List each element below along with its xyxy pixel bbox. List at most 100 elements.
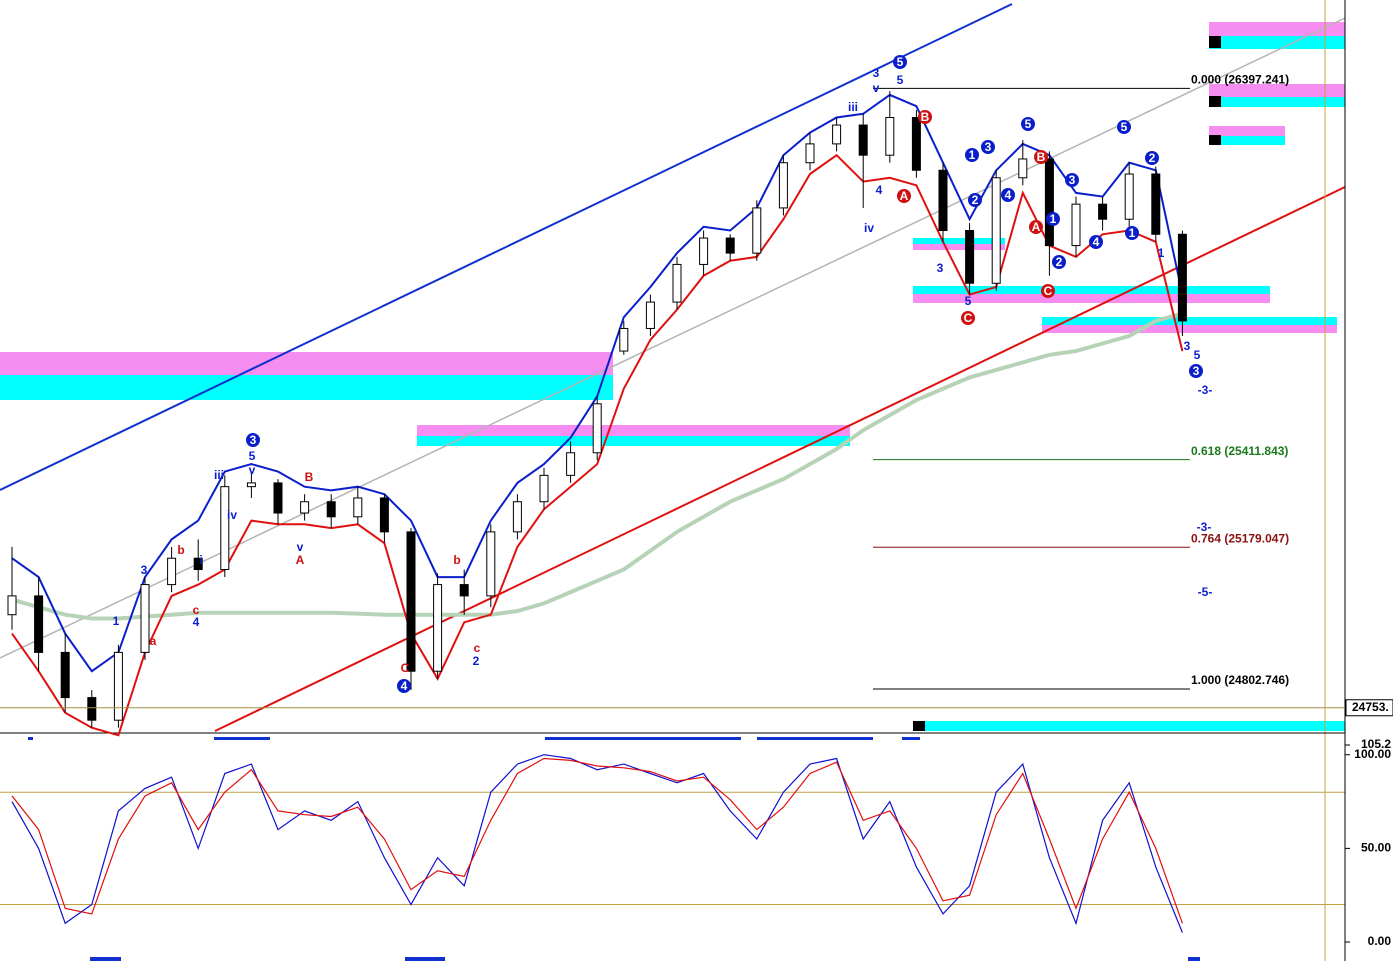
candle-body [566,452,576,476]
candle-body [7,595,17,616]
wave-label: C [1044,284,1053,298]
wave-label: b [177,543,184,557]
wave-label: b [453,553,460,567]
wave-label: B [305,470,314,484]
wave-label: 2 [473,654,480,668]
candle-body [645,301,655,329]
candle-body [619,327,629,352]
wave-label: iv [864,221,874,235]
candle-body [1018,158,1028,179]
wave-label: -3- [1198,383,1213,397]
wave-label: c [193,603,200,617]
wave-label: 3 [1193,364,1200,378]
candle-body [1098,203,1108,220]
zone [0,352,613,375]
wave-label: C [401,661,410,675]
y-tick-label: 105.2 [1361,737,1391,751]
zone [1209,136,1285,145]
candle-body [406,531,416,672]
stochastic-line [11,757,1183,924]
wave-label: i [199,553,202,567]
zone [417,436,850,446]
wave-label: 1 [1158,246,1165,260]
candle-body [592,403,602,454]
zone [913,721,1345,731]
time-marker [28,737,33,740]
zone [417,425,850,436]
candle-body [220,486,230,571]
price-marker-box [1345,699,1393,717]
candle-body [326,501,336,518]
zone [913,244,1005,250]
y-tick-label: 50.00 [1361,841,1391,855]
candle-body [167,557,177,586]
wave-label: 5 [965,294,972,308]
wave-label: v [297,540,304,554]
wave-label: 5 [1121,120,1128,134]
zone-marker [1209,36,1221,48]
candle-body [832,124,842,145]
candle-body [778,162,788,209]
wave-label: 1 [1129,226,1136,240]
candle-body [459,584,469,597]
time-marker [757,737,873,740]
wave-label: 5 [897,73,904,87]
fib-label: 0.764 (25179.047) [1191,531,1289,545]
wave-label: A [1032,220,1041,234]
wave-circle [246,433,260,447]
wave-label: c [474,641,481,655]
time-marker [90,957,121,961]
zone [1209,36,1345,49]
wave-label: v [873,81,880,95]
wave-circle [1041,284,1055,298]
candle-body [512,501,522,533]
candle-body [965,230,975,284]
candle-body [858,124,868,156]
candle-body [486,531,496,597]
wave-circle [1065,173,1079,187]
y-tick-label: 0.00 [1368,934,1392,948]
wave-label: -5- [1198,585,1213,599]
wave-circle [1189,364,1203,378]
wave-label: B [921,110,930,124]
time-marker [902,737,920,740]
zone [1209,97,1345,107]
indicator-line [11,153,1184,737]
wave-circle [893,55,907,69]
wave-circle [1029,220,1043,234]
wave-label: 1 [969,148,976,162]
wave-label: 3 [1069,173,1076,187]
wave-circle [1034,150,1048,164]
candle-body [1151,173,1161,235]
wave-label: 4 [193,615,200,629]
price-marker-label: 24753. [1352,700,1389,714]
wave-circle [1145,151,1159,165]
indicator-line [11,311,1183,621]
candle-body [725,237,735,254]
wave-label: 3 [1184,339,1191,353]
zone [0,375,613,400]
wave-label: B [1037,150,1046,164]
time-marker [214,737,270,740]
zone [913,286,1270,294]
wave-label: v [249,463,256,477]
wave-circle [1021,117,1035,131]
candle-body [353,497,363,518]
wave-circle [1117,120,1131,134]
wave-label: 5 [1025,117,1032,131]
candle-body [87,697,97,721]
wave-label: -3- [1197,520,1212,534]
wave-circle [1001,188,1015,202]
time-marker [1188,957,1200,961]
trend-line [214,186,1346,732]
candle-body [193,557,203,571]
trend-line [0,3,1013,491]
zones [0,22,1345,731]
wave-label: 1 [1050,212,1057,226]
wave-label: 2 [1149,151,1156,165]
wave-label: 3 [937,261,944,275]
time-marker [405,957,445,961]
candle-body [672,263,682,303]
